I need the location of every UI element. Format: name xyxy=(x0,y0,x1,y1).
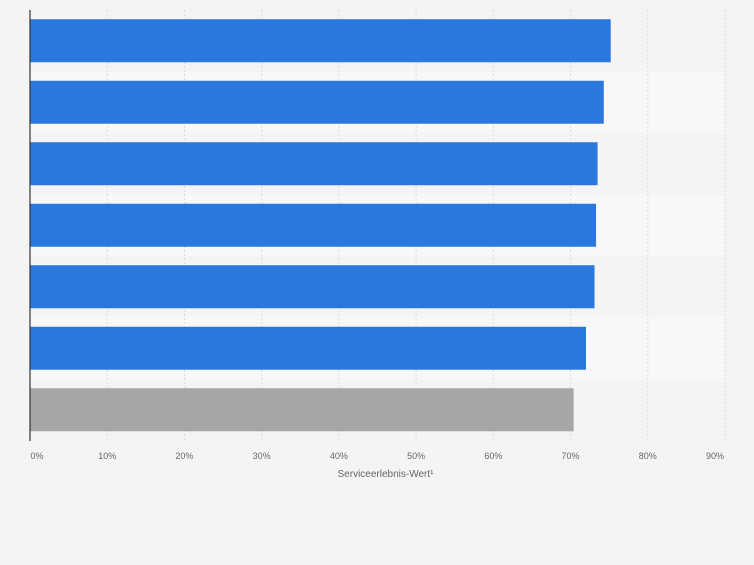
bar xyxy=(30,142,598,186)
x-tick-label: 90% xyxy=(706,451,724,461)
bar xyxy=(30,265,595,309)
bar xyxy=(30,203,597,247)
bar xyxy=(30,388,574,432)
bar xyxy=(30,326,586,370)
x-tick-label: 60% xyxy=(484,451,502,461)
bar xyxy=(30,19,611,63)
x-tick-label: 30% xyxy=(253,451,271,461)
x-tick-label: 20% xyxy=(175,451,193,461)
x-tick-label: 10% xyxy=(98,451,116,461)
x-tick-label: 70% xyxy=(562,451,580,461)
x-tick-label: 50% xyxy=(407,451,425,461)
bar xyxy=(30,80,604,124)
x-tick-label: 80% xyxy=(639,451,657,461)
x-axis-label: Serviceerlebnis-Wert¹ xyxy=(338,469,435,480)
x-tick-label: 0% xyxy=(30,451,43,461)
x-tick-label: 40% xyxy=(330,451,348,461)
